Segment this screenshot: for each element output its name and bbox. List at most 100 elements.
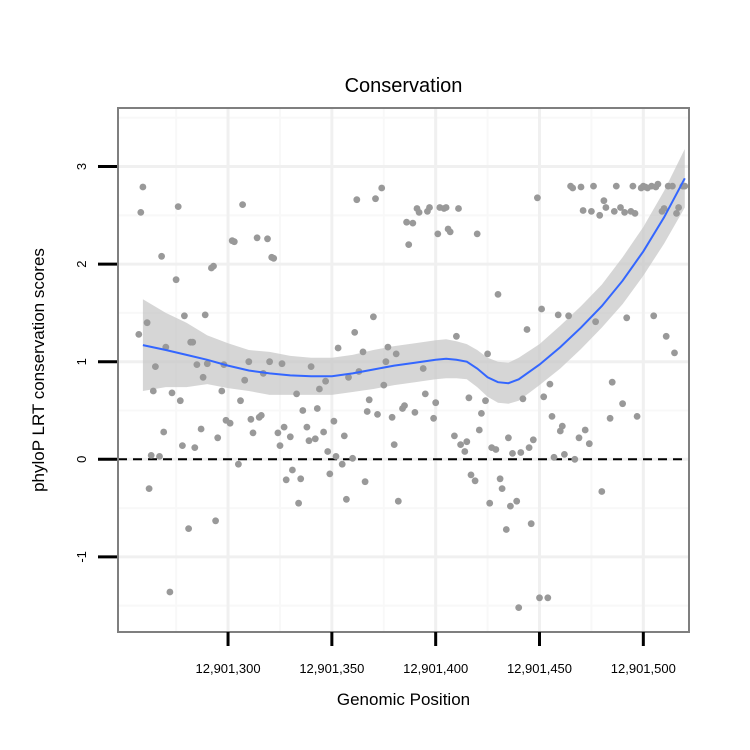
data-point <box>523 326 531 333</box>
data-point <box>631 210 639 217</box>
data-point <box>527 520 535 528</box>
data-point <box>498 485 506 492</box>
y-tick-label: 3 <box>74 163 89 170</box>
data-point <box>623 314 631 322</box>
data-point <box>505 434 512 442</box>
data-point <box>515 604 523 611</box>
data-point <box>274 429 282 437</box>
data-point <box>295 499 302 507</box>
data-point <box>525 444 533 451</box>
data-point <box>257 412 265 419</box>
x-tick-label: 12,901,450 <box>507 661 572 676</box>
data-point <box>411 409 419 416</box>
data-point <box>152 363 159 370</box>
data-point <box>311 435 319 443</box>
data-point <box>270 254 278 262</box>
data-point <box>239 201 247 209</box>
data-point <box>482 397 489 405</box>
data-point <box>507 502 514 510</box>
data-point <box>297 475 305 483</box>
data-point <box>405 241 413 249</box>
data-point <box>278 360 286 368</box>
data-point <box>276 442 284 449</box>
data-point <box>546 380 554 388</box>
data-point <box>453 332 460 340</box>
data-point <box>181 312 188 320</box>
data-point <box>536 594 543 602</box>
data-point <box>147 452 155 459</box>
data-point <box>421 390 429 398</box>
data-point <box>320 428 327 436</box>
x-tick-label: 12,901,300 <box>196 661 261 676</box>
data-point <box>461 448 469 455</box>
data-point <box>189 338 197 346</box>
confidence-ribbon <box>142 149 685 404</box>
data-point <box>326 470 334 478</box>
data-point <box>446 228 454 236</box>
data-point <box>139 183 147 191</box>
data-point <box>660 205 668 212</box>
data-point <box>662 332 670 340</box>
data-point <box>359 348 367 356</box>
data-point <box>307 363 315 370</box>
data-point <box>245 358 253 366</box>
data-point <box>619 400 626 408</box>
data-point <box>313 405 321 412</box>
data-point <box>415 209 423 216</box>
data-point <box>237 397 244 405</box>
data-point <box>340 432 348 440</box>
data-point <box>554 311 562 319</box>
data-point <box>598 488 606 495</box>
data-point <box>617 204 624 211</box>
data-point <box>565 312 572 320</box>
data-point <box>592 318 599 326</box>
data-point <box>517 449 525 456</box>
panel-border <box>117 107 690 633</box>
y-tick-label: 0 <box>74 456 89 463</box>
data-point <box>569 184 577 192</box>
data-point <box>540 393 548 401</box>
data-point <box>392 350 400 358</box>
data-point <box>172 276 180 284</box>
data-point <box>374 411 381 418</box>
data-point <box>316 385 323 393</box>
data-point <box>548 413 556 420</box>
data-point <box>388 413 396 421</box>
data-point <box>681 182 689 190</box>
data-point <box>305 437 313 445</box>
data-point <box>430 414 437 422</box>
data-point <box>571 455 579 463</box>
data-point <box>137 209 145 216</box>
data-point <box>455 205 462 212</box>
data-point <box>403 218 410 226</box>
data-point <box>409 219 417 227</box>
data-point <box>264 235 271 243</box>
data-point <box>478 410 485 417</box>
data-point <box>324 448 332 455</box>
data-point <box>226 419 234 427</box>
data-point <box>401 402 408 409</box>
data-point <box>394 497 402 505</box>
data-point <box>494 291 502 298</box>
data-point <box>612 182 620 190</box>
data-point <box>293 390 300 398</box>
data-point <box>378 184 386 192</box>
data-point <box>561 451 568 458</box>
data-point <box>214 434 222 442</box>
data-point <box>241 376 249 384</box>
data-point <box>203 360 211 368</box>
data-point <box>166 588 174 596</box>
data-point <box>473 230 481 238</box>
data-point <box>135 331 143 338</box>
data-point <box>235 460 242 468</box>
smooth-line <box>142 177 686 385</box>
chart-title: Conservation <box>345 75 463 97</box>
data-point <box>606 414 614 422</box>
data-point <box>365 396 373 404</box>
y-tick-label: 1 <box>74 358 89 365</box>
x-tick-label: 12,901,350 <box>299 661 364 676</box>
data-point <box>581 426 589 434</box>
data-point <box>463 438 471 446</box>
data-point <box>266 358 273 366</box>
data-point <box>585 440 593 448</box>
